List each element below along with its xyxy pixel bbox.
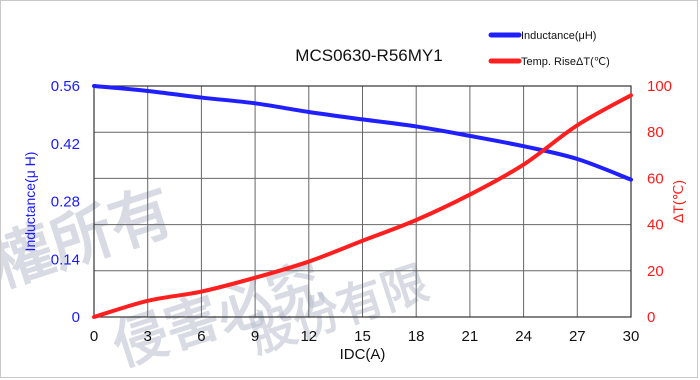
y-axis-left-title: Inductance(μ H) [22, 152, 38, 252]
y-right-tick-label: 40 [647, 217, 664, 234]
plot-border [93, 85, 632, 318]
x-tick-label: 18 [408, 328, 425, 345]
x-tick-label: 15 [354, 328, 371, 345]
y-right-tick-label: 0 [647, 309, 655, 326]
x-tick-label: 27 [569, 328, 586, 345]
series-line-inductance [92, 84, 633, 182]
legend: Inductance(μH) Temp. RiseΔT(℃) [488, 30, 610, 68]
tick-labels: 0 3 6 9 12 15 18 21 24 27 30 0 0.14 0.28 0.42 0.56 0 20 40… [51, 78, 672, 345]
y-right-tick-label: 60 [647, 170, 664, 187]
y-left-tick-label: 0.14 [51, 251, 80, 268]
x-tick-label: 9 [251, 328, 259, 345]
x-tick-label: 6 [197, 328, 205, 345]
legend-label-inductance: Inductance(μH) [521, 30, 596, 42]
x-tick-label: 21 [462, 328, 479, 345]
x-tick-label: 0 [90, 328, 98, 345]
y-left-tick-label: 0.56 [51, 78, 80, 95]
grid [93, 85, 632, 318]
y-left-tick-label: 0.42 [51, 136, 80, 153]
legend-label-temp-rise: Temp. RiseΔT(℃) [521, 56, 610, 68]
y-right-tick-label: 80 [647, 124, 664, 141]
x-tick-label: 3 [144, 328, 152, 345]
y-right-tick-label: 20 [647, 263, 664, 280]
x-axis-title: IDC(A) [340, 346, 386, 363]
y-left-tick-label: 0 [72, 309, 80, 326]
chart-title: MCS0630-R56MY1 [295, 46, 442, 65]
y-right-tick-label: 100 [647, 78, 672, 95]
series-line-temp-rise [92, 93, 633, 319]
x-tick-label: 12 [300, 328, 317, 345]
y-axis-right-title: ΔT(℃) [670, 180, 686, 223]
series-layer [92, 84, 633, 319]
y-left-tick-label: 0.28 [51, 194, 80, 211]
x-tick-label: 24 [515, 328, 532, 345]
x-tick-label: 30 [623, 328, 640, 345]
